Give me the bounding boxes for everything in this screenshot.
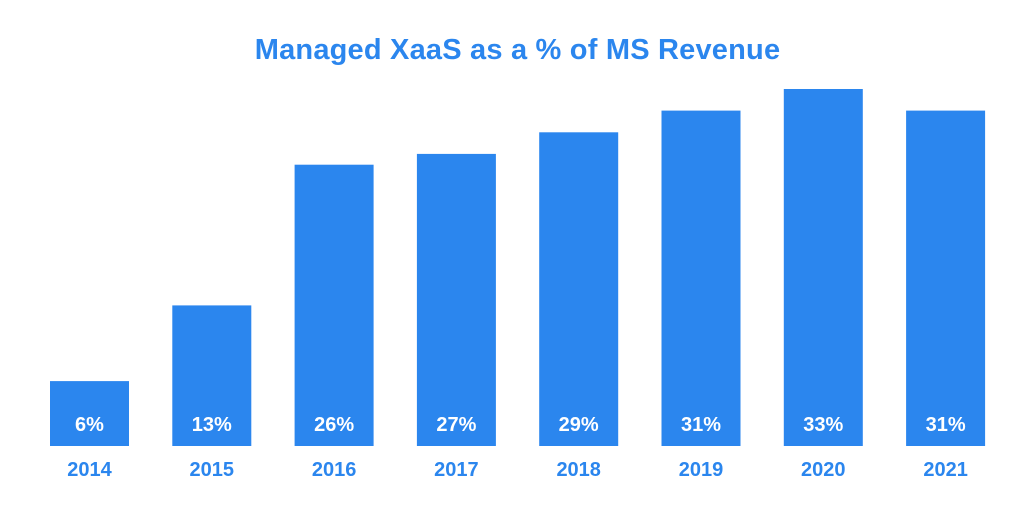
bar-2015: [172, 305, 252, 446]
bar-value-label-2017: 27%: [436, 414, 476, 436]
bar-2014: [50, 381, 129, 446]
x-tick-label-2014: 2014: [67, 459, 112, 481]
x-tick-label-2020: 2020: [801, 459, 846, 481]
bar-labels-group: 6% 13% 26% 27% 29% 31% 33% 31%: [75, 414, 966, 436]
bar-value-label-2020: 33%: [803, 414, 843, 436]
bars-group: [50, 89, 986, 447]
x-tick-label-2021: 2021: [923, 459, 968, 481]
chart-title: Managed XaaS as a % of MS Revenue: [254, 34, 781, 66]
x-axis-ticks-group: 2014 2015 2016 2017 2018 2019 2020 2021: [67, 459, 968, 481]
bar-value-label-2016: 26%: [314, 414, 354, 436]
bar-2021: [906, 110, 986, 446]
bar-value-label-2019: 31%: [681, 414, 721, 436]
bar-value-label-2021: 31%: [926, 414, 966, 436]
x-tick-label-2019: 2019: [679, 459, 724, 481]
x-tick-label-2015: 2015: [190, 459, 235, 481]
x-tick-label-2016: 2016: [312, 459, 357, 481]
x-tick-label-2017: 2017: [434, 459, 479, 481]
bar-2020: [783, 89, 863, 446]
bar-value-label-2018: 29%: [559, 414, 599, 436]
bar-2016: [294, 164, 374, 446]
bar-2017: [416, 153, 496, 446]
bar-value-label-2015: 13%: [192, 414, 232, 436]
bar-2019: [661, 110, 741, 446]
bar-value-label-2014: 6%: [75, 414, 104, 436]
x-tick-label-2018: 2018: [556, 459, 601, 481]
bar-2018: [539, 132, 619, 447]
